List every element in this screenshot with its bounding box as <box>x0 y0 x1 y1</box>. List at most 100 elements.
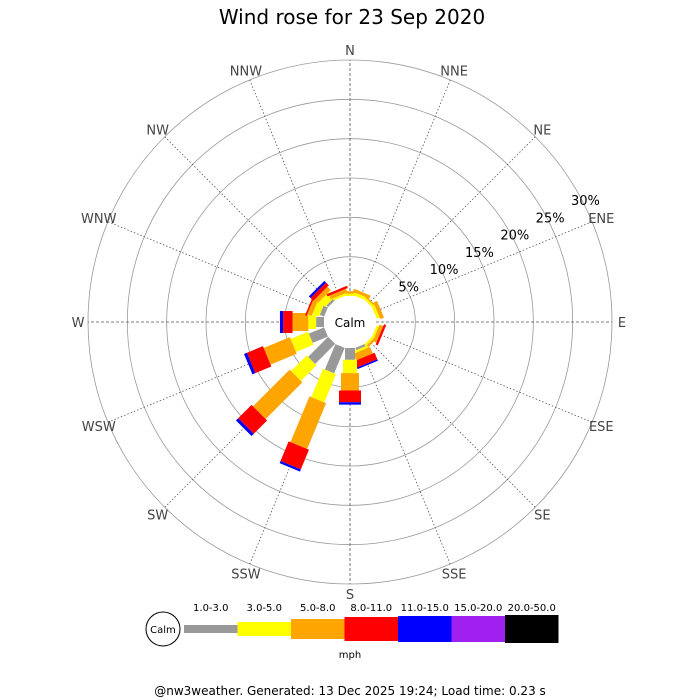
spoke-nne <box>359 79 451 299</box>
legend-calm-circle <box>145 611 181 647</box>
bar-ssw-1.0-3.0 <box>324 344 345 374</box>
bar-ne-3.0-5.0 <box>363 296 376 309</box>
bar-wsw-11.0-15.0 <box>244 352 256 375</box>
radial-tick-label-10: 10% <box>430 263 459 278</box>
direction-label-ne: NE <box>533 124 551 139</box>
calm-label: Calm <box>335 316 366 330</box>
radial-tick-label-30: 30% <box>571 194 600 209</box>
bar-wnw-1.0-3.0 <box>319 305 328 317</box>
legend-swatch-11.0-15.0 <box>398 616 452 642</box>
legend-swatch-8.0-11.0 <box>344 617 398 641</box>
radial-tick-label-5: 5% <box>398 280 419 295</box>
bar-nne-3.0-5.0 <box>353 292 368 301</box>
spoke-sse <box>359 345 451 565</box>
legend-label-20.0-50.0: 20.0-50.0 <box>508 603 556 614</box>
legend-units: mph <box>339 650 361 661</box>
direction-label-ene: ENE <box>588 212 614 227</box>
bar-nw-8.0-11.0 <box>310 282 329 301</box>
legend-swatch-5.0-8.0 <box>291 619 345 639</box>
legend-label-11.0-15.0: 11.0-15.0 <box>401 603 449 614</box>
spoke-ese <box>373 331 593 423</box>
direction-label-ese: ESE <box>589 420 614 435</box>
bar-wnw-5.0-8.0 <box>307 297 319 316</box>
bar-ssw-8.0-11.0 <box>280 441 309 470</box>
radial-tick-label-15: 15% <box>465 246 494 261</box>
bar-wnw-3.0-5.0 <box>312 301 325 317</box>
grid-circle-10 <box>244 216 456 428</box>
direction-label-sse: SSE <box>442 567 467 582</box>
bar-wsw-3.0-5.0 <box>290 331 314 352</box>
bar-sw-3.0-5.0 <box>291 355 317 381</box>
bar-nw-5.0-8.0 <box>314 286 331 303</box>
chart-title: Wind rose for 23 Sep 2020 <box>219 5 485 29</box>
direction-label-ssw: SSW <box>231 567 261 582</box>
radial-tick-label-20: 20% <box>500 229 529 244</box>
bar-nw-3.0-5.0 <box>319 291 335 307</box>
legend-label-1.0-3.0: 1.0-3.0 <box>193 603 228 614</box>
bar-sse-1.0-3.0 <box>355 344 366 351</box>
bar-sse-5.0-8.0 <box>353 346 373 361</box>
spoke-se <box>368 340 536 508</box>
direction-label-wnw: WNW <box>81 212 117 227</box>
bar-nw-1.0-3.0 <box>326 298 336 308</box>
bar-ne-5.0-8.0 <box>363 294 378 309</box>
bar-sw-11.0-15.0 <box>235 418 254 437</box>
bar-ese-3.0-5.0 <box>371 325 379 340</box>
bar-nw-11.0-15.0 <box>308 280 327 299</box>
direction-label-n: N <box>345 44 355 59</box>
bar-ene-5.0-8.0 <box>373 301 385 320</box>
bar-sse-11.0-15.0 <box>357 359 378 370</box>
radial-tick-label-25: 25% <box>536 211 565 226</box>
bar-ssw-3.0-5.0 <box>311 368 336 403</box>
bar-ese-8.0-11.0 <box>375 324 387 346</box>
spoke-ene <box>373 221 593 313</box>
legend-swatch-15.0-20.0 <box>451 616 505 642</box>
legend-label-3.0-5.0: 3.0-5.0 <box>247 603 282 614</box>
spoke-wnw <box>107 221 327 313</box>
legend-swatch-1.0-3.0 <box>184 625 238 633</box>
direction-label-e: E <box>618 316 626 331</box>
calm-center: Calm <box>327 299 373 345</box>
bar-ssw-11.0-15.0 <box>279 461 301 472</box>
bar-wsw-8.0-11.0 <box>246 346 272 374</box>
bar-nnw-5.0-8.0 <box>329 288 348 300</box>
bar-nne-5.0-8.0 <box>352 288 371 299</box>
bar-nnw-3.0-5.0 <box>332 293 347 301</box>
bar-sw-1.0-3.0 <box>308 336 336 364</box>
calm-circle <box>327 299 373 345</box>
direction-label-nne: NNE <box>440 65 468 80</box>
direction-label-nnw: NNW <box>230 65 262 80</box>
legend-swatch-3.0-5.0 <box>237 622 291 636</box>
direction-label-nw: NW <box>146 124 169 139</box>
spoke-nnw <box>249 79 341 299</box>
legend-label-5.0-8.0: 5.0-8.0 <box>300 603 335 614</box>
spoke-ne <box>368 136 536 304</box>
bar-se-3.0-5.0 <box>363 335 376 348</box>
spoke-nw <box>164 136 332 304</box>
bar-sw-5.0-8.0 <box>252 369 303 420</box>
bar-ese-5.0-8.0 <box>372 324 384 343</box>
bar-sw-8.0-11.0 <box>238 404 268 434</box>
axis-labels: N NNE NE ENE E ESE SE SSE S SSW SW WSW W WNW NW NNW 5% 10… <box>72 44 627 603</box>
legend-calm-label: Calm <box>150 625 176 636</box>
direction-label-w: W <box>72 316 85 331</box>
bar-sse-8.0-11.0 <box>354 352 378 368</box>
direction-label-wsw: WSW <box>82 420 116 435</box>
legend-label-8.0-11.0: 8.0-11.0 <box>350 603 392 614</box>
bar-wnw-8.0-11.0 <box>305 294 315 316</box>
bar-sse-3.0-5.0 <box>354 345 369 354</box>
footer-text: @nw3weather. Generated: 13 Dec 2025 19:2… <box>154 684 546 698</box>
bar-nnw-8.0-11.0 <box>326 285 348 297</box>
legend-label-15.0-20.0: 15.0-20.0 <box>454 603 502 614</box>
legend: Calm 1.0-3.0 3.0-5.0 5.0-8.0 8.0-11.0 11.0-15… <box>145 603 559 661</box>
bar-wsw-1.0-3.0 <box>308 327 328 343</box>
direction-bars <box>235 280 387 472</box>
legend-swatch-20.0-50.0 <box>505 615 559 643</box>
bar-ene-3.0-5.0 <box>371 304 380 319</box>
bar-ssw-5.0-8.0 <box>290 396 327 450</box>
direction-label-s: S <box>346 588 354 603</box>
bar-wsw-5.0-8.0 <box>263 337 297 365</box>
direction-label-se: SE <box>534 508 550 523</box>
direction-label-sw: SW <box>147 508 168 523</box>
